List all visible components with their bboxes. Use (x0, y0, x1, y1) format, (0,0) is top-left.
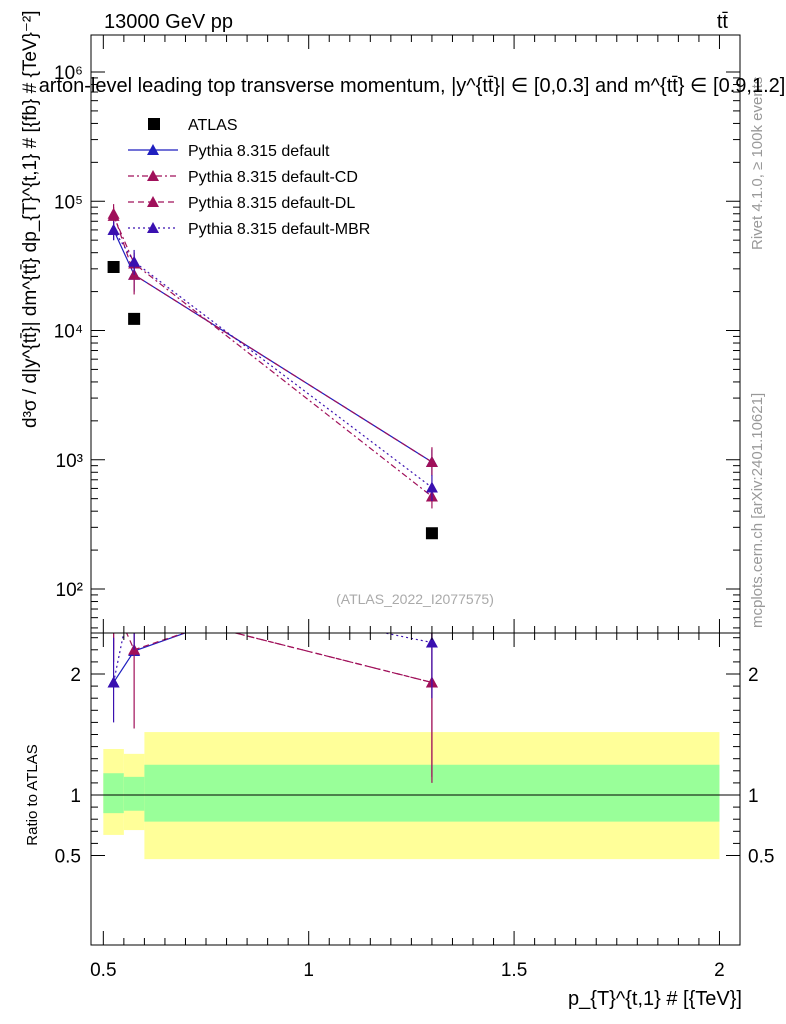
ratio-y-tick-label-right: 1 (748, 786, 759, 807)
ratio-axis-ticks (91, 633, 740, 945)
series-pythia-8-315-default-cd (107, 207, 438, 509)
watermark: (ATLAS_2022_I2077575) (336, 591, 494, 607)
main-y-tick-labels: 10² 10³ 10⁴ 10⁵ 10⁶ (54, 63, 83, 601)
y-tick-label: 10⁶ (54, 63, 83, 84)
ratio-panel: 0.5 0.5 1 1 2 2 0.5 1 1.5 2 Ratio to ATLAS p_{T}… (24, 632, 775, 1010)
series-point (425, 481, 438, 493)
series-point (107, 207, 120, 219)
x-axis-label: p_{T}^{t,1} # [{TeV}] (568, 988, 742, 1010)
main-series (107, 204, 438, 540)
x-tick-labels: 0.5 1 1.5 2 (90, 960, 725, 981)
rivet-version-label: Rivet 4.1.0, ≥ 100k events (749, 77, 766, 250)
x-tick-label: 2 (714, 960, 725, 981)
ratio-y-tick-label-right: 2 (748, 665, 759, 686)
series-point (107, 223, 120, 235)
main-y-axis-label: d³σ / d|y^{tt̄}| dm^{tt̄} dp_{T}^{t,1} #… (20, 10, 41, 428)
legend-marker (147, 144, 159, 155)
ratio-series (107, 633, 438, 783)
atlas-point (107, 260, 120, 273)
series-line (113, 229, 433, 463)
y-tick-label: 10⁵ (54, 192, 83, 213)
legend-entry: Pythia 8.315 default (188, 143, 330, 160)
ratio-point (107, 676, 120, 688)
legend-entry: Pythia 8.315 default-MBR (188, 221, 370, 238)
ratio-point (425, 636, 438, 648)
ratio-y-tick-label-right: 0.5 (748, 847, 774, 868)
ratio-series-pythia-8-315-default-mbr (107, 633, 438, 723)
process-label: tt̄ (717, 11, 729, 33)
series-point (425, 456, 438, 468)
series-line (113, 215, 433, 497)
ratio-y-axis-label: Ratio to ATLAS (24, 744, 41, 845)
ratio-series-pythia-8-315-default (107, 633, 187, 688)
x-tick-label: 1.5 (501, 960, 527, 981)
main-panel: 10² 10³ 10⁴ 10⁵ 10⁶ (ATLAS_2022_I2077575) d³… (20, 10, 741, 634)
y-tick-label: 10³ (56, 451, 83, 472)
series-line (113, 229, 433, 488)
x-tick-label: 1 (303, 960, 314, 981)
series-point (128, 255, 141, 267)
ratio-y-tick-label: 2 (70, 665, 81, 686)
legend-marker (148, 118, 160, 130)
ratio-y-tick-labels: 0.5 0.5 1 1 2 2 (55, 665, 775, 868)
ratio-frame (90, 632, 741, 946)
ratio-y-tick-label: 0.5 (55, 847, 81, 868)
series-pythia-8-315-default (107, 221, 438, 476)
series-atlas (107, 260, 438, 540)
mcplots-label: mcplots.cern.ch [arXiv:2401.10621] (749, 393, 766, 628)
main-axis-ticks (91, 35, 740, 633)
series-pythia-8-315-default-mbr (107, 221, 438, 501)
legend-marker (147, 170, 159, 181)
inner-band (123, 776, 145, 811)
legend-entry: Pythia 8.315 default-DL (188, 195, 355, 212)
series-line (113, 213, 433, 463)
legend-marker (147, 222, 159, 233)
y-tick-label: 10⁴ (54, 322, 83, 343)
series-pythia-8-315-default-dl (107, 204, 438, 476)
legend-entry: ATLAS (188, 117, 238, 134)
plot-title: arton-level leading top transverse momen… (39, 75, 786, 97)
legend-entry: Pythia 8.315 default-CD (188, 169, 358, 186)
x-tick-label: 0.5 (90, 960, 116, 981)
inner-band (103, 773, 124, 814)
ratio-uncertainty-bands (103, 732, 720, 860)
atlas-point (425, 527, 438, 540)
ratio-line (113, 633, 187, 683)
atlas-point (128, 312, 141, 325)
ratio-y-tick-label: 1 (70, 786, 81, 807)
collision-label: 13000 GeV pp (104, 11, 233, 33)
legend: ATLAS Pythia 8.315 default Pythia 8.315 de… (128, 117, 370, 238)
ratio-line (125, 633, 433, 684)
y-tick-label: 10² (56, 580, 83, 601)
legend-marker (147, 196, 159, 207)
